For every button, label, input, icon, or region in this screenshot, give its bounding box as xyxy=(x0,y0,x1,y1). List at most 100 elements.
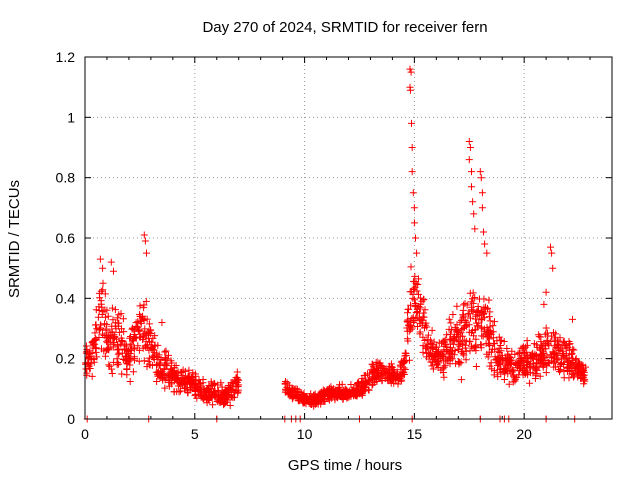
data-point xyxy=(422,319,430,327)
data-point xyxy=(419,333,427,341)
data-point xyxy=(82,360,90,368)
data-point xyxy=(423,336,431,344)
data-point xyxy=(473,319,481,327)
data-point xyxy=(481,240,489,248)
y-tick-label: 1.2 xyxy=(56,49,76,65)
data-point xyxy=(142,297,150,305)
data-point xyxy=(416,304,424,312)
data-point xyxy=(136,302,144,310)
data-point xyxy=(140,357,148,365)
data-point xyxy=(538,344,546,352)
data-point xyxy=(571,363,579,371)
data-point xyxy=(540,345,548,353)
data-point xyxy=(121,353,129,361)
data-point xyxy=(471,326,479,334)
data-point xyxy=(153,378,161,385)
data-point xyxy=(413,249,421,257)
data-point xyxy=(407,263,415,271)
data-point xyxy=(429,349,437,357)
data-point xyxy=(485,348,493,356)
data-point xyxy=(223,392,231,399)
data-point xyxy=(440,373,448,381)
data-point xyxy=(467,314,474,322)
data-point xyxy=(167,357,175,365)
data-point xyxy=(434,349,442,357)
y-tick-label: 0.4 xyxy=(56,290,76,306)
data-point xyxy=(480,295,488,303)
data-point xyxy=(508,347,516,355)
data-point xyxy=(474,303,482,310)
data-point xyxy=(162,347,170,355)
data-point xyxy=(487,359,495,367)
data-point xyxy=(365,386,373,394)
data-point xyxy=(466,347,474,355)
data-point xyxy=(535,331,543,339)
data-point xyxy=(530,340,538,348)
data-point xyxy=(151,332,159,340)
data-point xyxy=(500,376,508,383)
data-point xyxy=(509,366,517,374)
data-point xyxy=(455,358,463,366)
data-point xyxy=(465,338,473,346)
data-point xyxy=(480,228,487,236)
data-point xyxy=(553,341,561,349)
data-point xyxy=(435,347,442,355)
data-point xyxy=(117,310,125,318)
x-axis-label: GPS time / hours xyxy=(288,457,402,474)
data-point xyxy=(91,329,99,337)
data-point xyxy=(96,326,104,334)
data-point xyxy=(105,361,113,369)
data-point xyxy=(441,355,449,363)
data-point xyxy=(91,337,99,344)
data-point xyxy=(407,288,415,296)
data-point xyxy=(129,337,137,345)
data-point xyxy=(145,320,153,328)
y-axis-label: SRMTID / TECUs xyxy=(6,180,23,298)
data-point xyxy=(425,349,433,357)
data-point xyxy=(410,219,418,227)
data-point xyxy=(445,315,453,323)
data-point xyxy=(88,349,96,357)
data-point xyxy=(404,305,412,313)
data-point xyxy=(111,306,119,314)
data-point xyxy=(143,249,150,257)
data-point xyxy=(103,306,111,314)
data-point xyxy=(111,333,119,341)
data-point xyxy=(171,371,179,379)
data-point xyxy=(115,360,123,368)
data-point xyxy=(114,345,122,353)
data-point xyxy=(101,352,109,360)
data-point xyxy=(536,372,544,380)
data-point xyxy=(400,368,408,376)
data-point xyxy=(281,379,289,387)
data-point xyxy=(452,335,460,343)
data-point xyxy=(114,342,121,350)
data-point xyxy=(569,345,577,353)
data-point xyxy=(457,376,465,384)
data-point xyxy=(550,329,557,337)
data-point xyxy=(91,344,99,352)
data-point xyxy=(556,334,564,342)
data-point xyxy=(126,378,134,385)
data-point xyxy=(380,370,388,377)
data-point xyxy=(106,362,114,370)
data-point xyxy=(416,294,424,302)
data-point xyxy=(451,347,459,354)
data-point xyxy=(406,86,414,94)
data-point xyxy=(123,357,131,365)
data-point xyxy=(558,354,566,362)
data-point xyxy=(459,350,467,358)
data-point xyxy=(337,391,344,399)
data-point xyxy=(547,243,554,251)
data-point xyxy=(504,370,512,378)
data-point xyxy=(139,332,147,340)
data-point xyxy=(564,357,572,365)
data-point xyxy=(556,361,564,369)
data-point xyxy=(445,325,453,333)
data-point xyxy=(96,294,104,302)
data-point xyxy=(420,313,428,321)
data-point xyxy=(330,389,338,397)
x-tick-label: 10 xyxy=(297,426,313,442)
data-point xyxy=(533,343,541,351)
data-point xyxy=(300,397,308,405)
